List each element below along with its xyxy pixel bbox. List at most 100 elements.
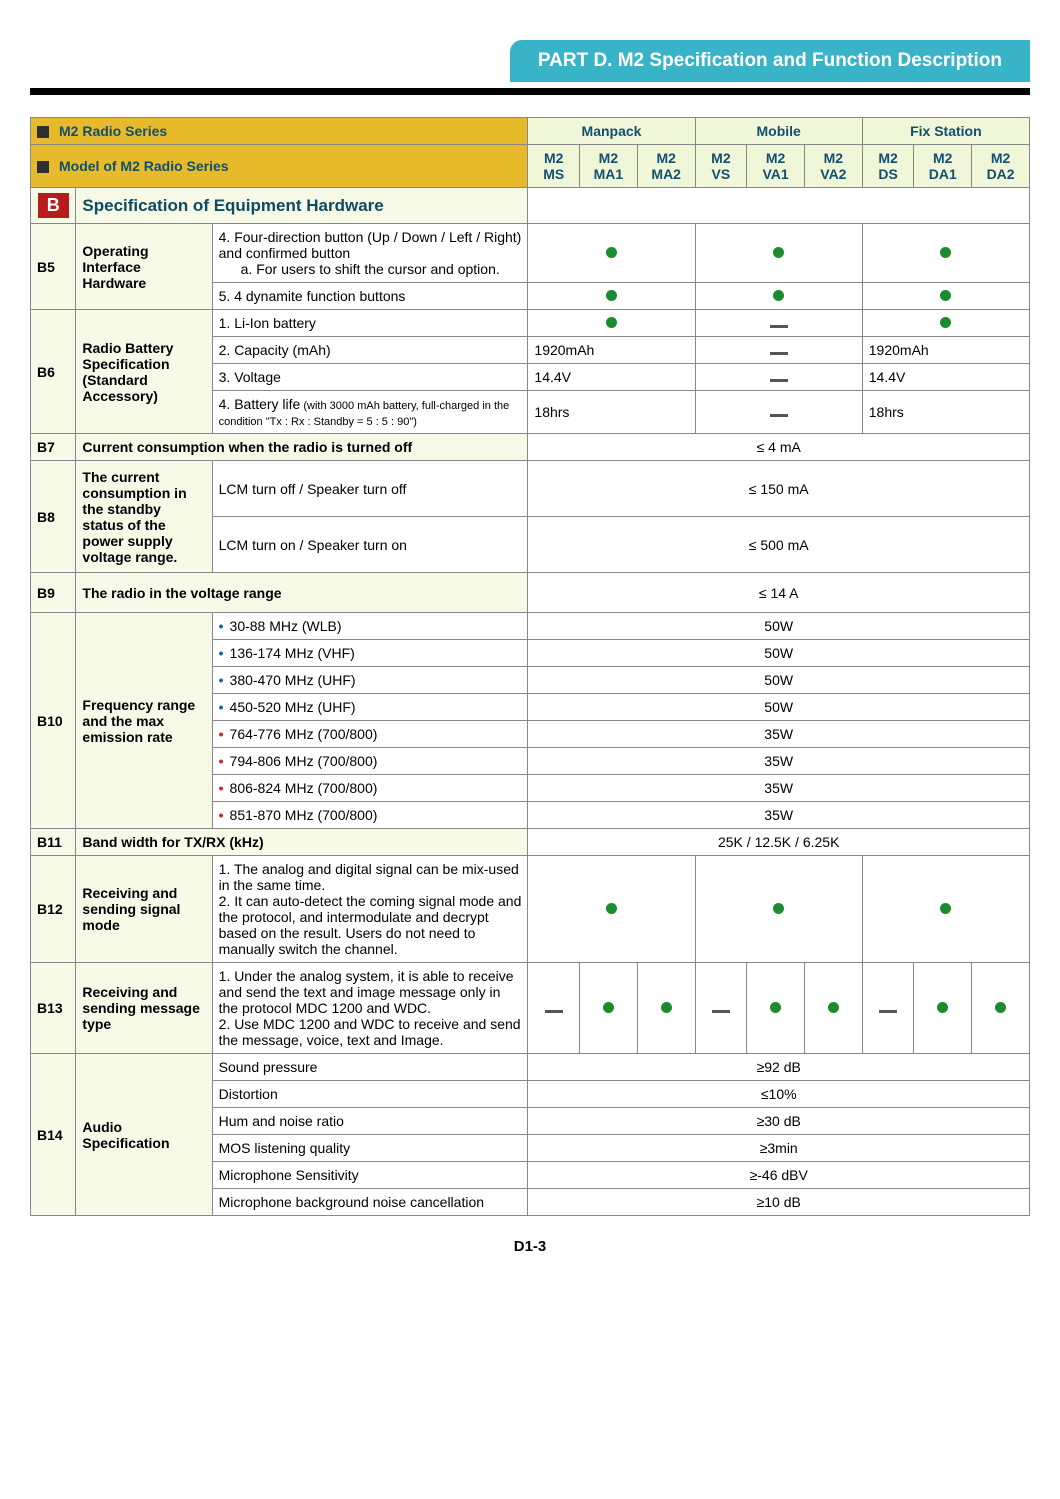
b5-code: B5 [31,224,76,310]
b10-p2: 50W [528,667,1030,694]
col-m2-da2: M2 DA2 [972,145,1030,188]
b8-v2: ≤ 500 mA [528,517,1030,573]
dash-icon [712,1010,730,1013]
b14-n2: Hum and noise ratio [212,1108,528,1135]
title-row-1: M2 Radio Series Manpack Mobile Fix Stati… [31,118,1030,145]
header-rule [30,88,1030,95]
b6-r2: 2. Capacity (mAh) [212,337,528,364]
group-fix: Fix Station [862,118,1029,145]
b11-code: B11 [31,829,76,856]
b13-desc: 1. Under the analog system, it is able t… [212,963,528,1054]
col-m2-ds: M2 DS [862,145,914,188]
square-icon [37,161,49,173]
page-number: D1-3 [30,1238,1030,1255]
dot-icon [773,247,784,258]
b7-label: Current consumption when the radio is tu… [76,434,528,461]
b10-f1: 136-174 MHz (VHF) [219,645,355,661]
b7-code: B7 [31,434,76,461]
series-title: M2 Radio Series [59,123,167,139]
header-title: PART D. M2 Specification and Function De… [510,40,1030,82]
b14-label: Audio Specification [76,1054,212,1216]
b8-r1: LCM turn off / Speaker turn off [212,461,528,517]
b-badge: B [38,193,69,218]
b14-v0: ≥92 dB [528,1054,1030,1081]
b12-label: Receiving and sending signal mode [76,856,212,963]
dot-icon [606,290,617,301]
row-b9: B9 The radio in the voltage range ≤ 14 A [31,573,1030,613]
dot-icon [937,1002,948,1013]
b6-r3-v3: 14.4V [862,364,1029,391]
row-b7: B7 Current consumption when the radio is… [31,434,1030,461]
group-manpack: Manpack [528,118,695,145]
b14-n1: Distortion [212,1081,528,1108]
b10-f7: 851-870 MHz (700/800) [219,807,378,823]
b13-label: Receiving and sending message type [76,963,212,1054]
row-b13: B13 Receiving and sending message type 1… [31,963,1030,1054]
group-mobile: Mobile [695,118,862,145]
dash-icon [770,325,788,328]
b13-d2: 2. Use MDC 1200 and WDC to receive and s… [219,1016,521,1048]
col-m2-da1: M2 DA1 [914,145,972,188]
title-row-2: Model of M2 Radio Series M2 MS M2 MA1 M2… [31,145,1030,188]
b9-val: ≤ 14 A [528,573,1030,613]
b8-code: B8 [31,461,76,573]
dash-icon [770,414,788,417]
b14-code: B14 [31,1054,76,1216]
b14-n0: Sound pressure [212,1054,528,1081]
square-icon [37,126,49,138]
b6-r3-v1: 14.4V [528,364,695,391]
b12-code: B12 [31,856,76,963]
dash-icon [545,1010,563,1013]
b8-r2: LCM turn on / Speaker turn on [212,517,528,573]
section-b-title: Specification of Equipment Hardware [76,188,528,224]
b6-code: B6 [31,310,76,434]
row-b8-1: B8 The current consumption in the standb… [31,461,1030,517]
spec-table: M2 Radio Series Manpack Mobile Fix Stati… [30,117,1030,1216]
b10-p7: 35W [528,802,1030,829]
b14-v5: ≥10 dB [528,1189,1030,1216]
b8-label: The current consumption in the standby s… [76,461,212,573]
dash-icon [770,352,788,355]
dot-icon [661,1002,672,1013]
b10-p4: 35W [528,721,1030,748]
b12-d2: 2. It can auto-detect the coming signal … [219,893,522,957]
b10-f0: 30-88 MHz (WLB) [219,618,342,634]
b14-n4: Microphone Sensitivity [212,1162,528,1189]
b6-r4-v1: 18hrs [528,391,695,434]
b14-v1: ≤10% [528,1081,1030,1108]
dot-icon [940,290,951,301]
header-band: PART D. M2 Specification and Function De… [30,40,1030,82]
b10-f3: 450-520 MHz (UHF) [219,699,356,715]
dot-icon [770,1002,781,1013]
b10-f4: 764-776 MHz (700/800) [219,726,378,742]
b5-d1b: a. For users to shift the cursor and opt… [219,261,522,277]
b6-r4-a: 4. Battery life [219,396,301,412]
b13-code: B13 [31,963,76,1054]
b10-p5: 35W [528,748,1030,775]
b10-p3: 50W [528,694,1030,721]
b11-val: 25K / 12.5K / 6.25K [528,829,1030,856]
dot-icon [773,903,784,914]
b6-r2-v3: 1920mAh [862,337,1029,364]
section-b-row: B Specification of Equipment Hardware [31,188,1030,224]
row-b6-1: B6 Radio Battery Specification (Standard… [31,310,1030,337]
dot-icon [828,1002,839,1013]
dot-icon [940,247,951,258]
b5-desc-1: 4. Four-direction button (Up / Down / Le… [212,224,528,283]
b6-r4-v3: 18hrs [862,391,1029,434]
dash-icon [879,1010,897,1013]
dot-icon [995,1002,1006,1013]
b7-val: ≤ 4 mA [528,434,1030,461]
dot-icon [606,247,617,258]
dash-icon [770,379,788,382]
b14-v3: ≥3min [528,1135,1030,1162]
b6-r2-v1: 1920mAh [528,337,695,364]
b5-d1a: 4. Four-direction button (Up / Down / Le… [219,229,522,261]
b10-label: Frequency range and the max emission rat… [76,613,212,829]
dot-icon [773,290,784,301]
row-b14-0: B14 Audio Specification Sound pressure ≥… [31,1054,1030,1081]
dot-icon [940,903,951,914]
col-m2-ma1: M2 MA1 [580,145,638,188]
dot-icon [940,317,951,328]
b5-label: Operating Interface Hardware [76,224,212,310]
